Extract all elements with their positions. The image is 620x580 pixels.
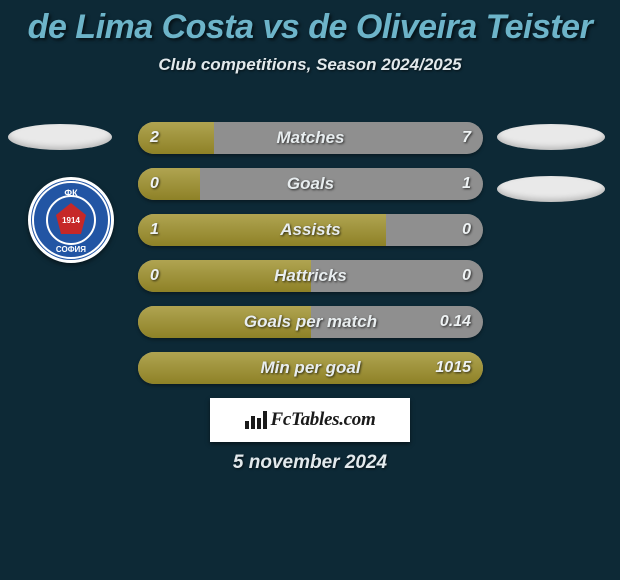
- stat-bar-value-left: 0: [150, 168, 159, 200]
- stat-bars: Matches27Goals01Assists10Hattricks00Goal…: [138, 122, 483, 398]
- stat-bar-row: Matches2 7: [138, 122, 483, 154]
- page-subtitle: Club competitions, Season 2024/2025: [0, 55, 620, 75]
- club-badge-icon: ФК 1914 СОФИЯ: [31, 180, 111, 260]
- svg-text:СОФИЯ: СОФИЯ: [56, 245, 86, 254]
- stat-bar-row: Hattricks0 0: [138, 260, 483, 292]
- site-logo: FcTables.com: [210, 398, 410, 442]
- stat-bar-label: Min per goal: [138, 352, 483, 384]
- stat-bar-row: Min per goal1015: [138, 352, 483, 384]
- site-logo-text: FcTables.com: [245, 409, 376, 431]
- page-title: de Lima Costa vs de Oliveira Teister: [0, 0, 620, 47]
- date-text: 5 november 2024: [0, 452, 620, 474]
- stat-bar-label: Hattricks: [138, 260, 483, 292]
- stat-bar-value-right: 0.14: [440, 306, 471, 338]
- stat-bar-value-right: 1: [462, 168, 471, 200]
- site-logo-label: FcTables.com: [271, 409, 376, 431]
- stat-bar-value-right: 0: [462, 260, 471, 292]
- player-left-avatar-placeholder: [8, 124, 112, 150]
- stat-bar-row: Goals per match0.14: [138, 306, 483, 338]
- stat-bar-row: Assists1 0: [138, 214, 483, 246]
- stat-bar-value-right: 7: [462, 122, 471, 154]
- stat-bar-value-right: 1015: [435, 352, 471, 384]
- stat-bar-value-left: 1: [150, 214, 159, 246]
- stat-bar-row: Goals0 1: [138, 168, 483, 200]
- stat-bar-label: Goals: [138, 168, 483, 200]
- stat-bar-label: Matches: [138, 122, 483, 154]
- stat-bar-label: Goals per match: [138, 306, 483, 338]
- player-right-club-placeholder: [497, 176, 605, 202]
- stat-bar-value-left: 0: [150, 260, 159, 292]
- stat-bar-label: Assists: [138, 214, 483, 246]
- player-right-avatar-placeholder: [497, 124, 605, 150]
- stat-bar-value-left: 2: [150, 122, 159, 154]
- svg-text:ФК: ФК: [64, 188, 78, 198]
- club-badge: ФК 1914 СОФИЯ: [28, 177, 114, 263]
- svg-text:1914: 1914: [62, 216, 80, 225]
- stat-bar-value-right: 0: [462, 214, 471, 246]
- chart-icon: [245, 411, 267, 429]
